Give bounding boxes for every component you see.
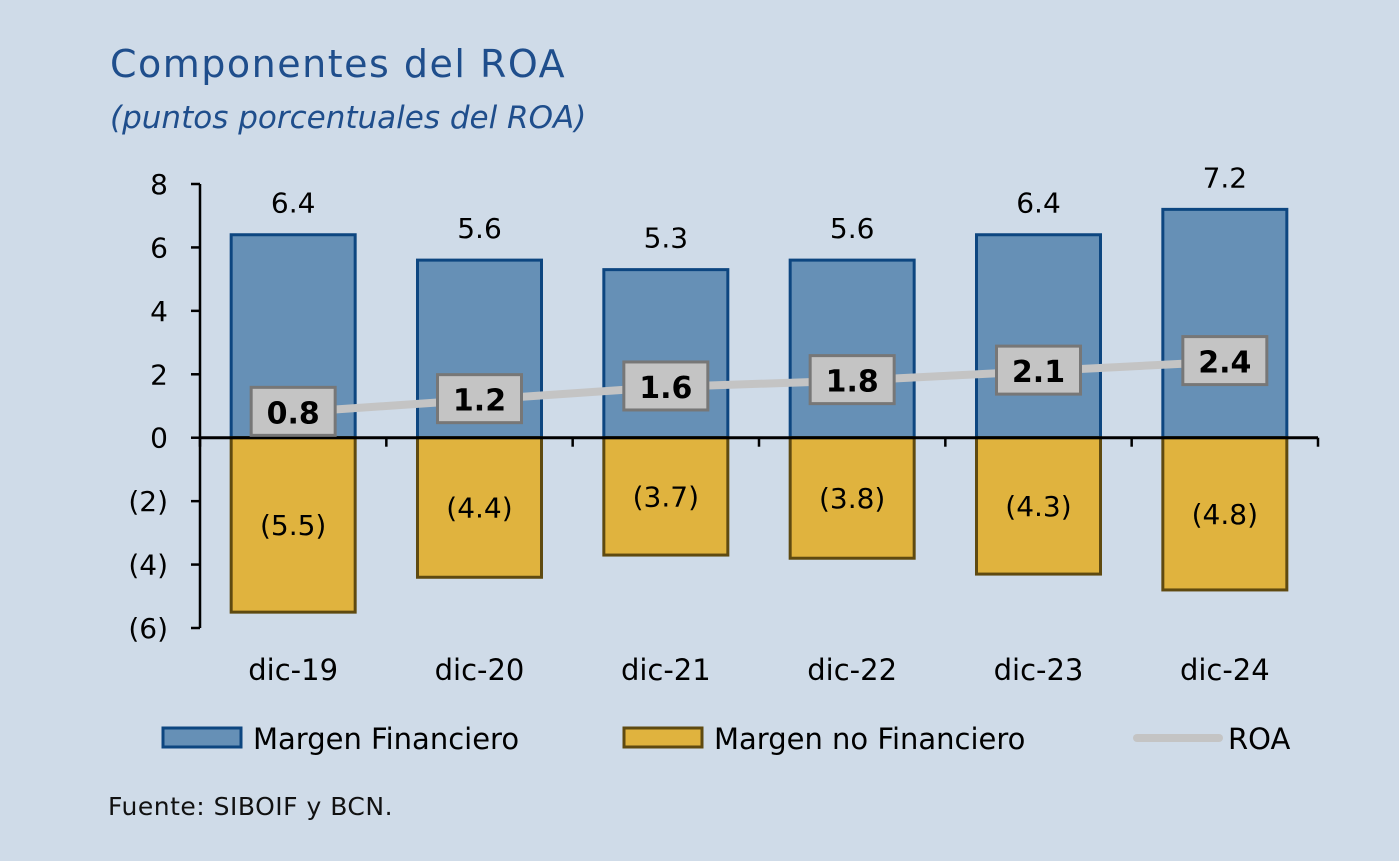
chart-title: Componentes del ROA — [110, 42, 567, 86]
bar-margen-financiero — [788, 258, 916, 440]
roa-label-box — [249, 385, 337, 437]
bar-margen-no-financiero — [1161, 436, 1289, 592]
y-tick-label: (4) — [128, 549, 168, 582]
y-tick-label: 8 — [150, 168, 168, 201]
legend: Margen Financiero Margen no Financiero ROA — [161, 722, 1290, 756]
x-tick-label: dic-20 — [435, 653, 525, 687]
bar-margen-financiero — [975, 233, 1102, 440]
label-margen-no-financiero: (4.8) — [1192, 498, 1258, 531]
roa-data-label: 0.8 — [267, 396, 320, 431]
chart-source: Fuente: SIBOIF y BCN. — [108, 792, 394, 821]
x-tick-label: dic-21 — [621, 653, 711, 687]
y-tick-label: 2 — [150, 358, 168, 391]
roa-label-box — [622, 360, 710, 412]
label-margen-no-financiero: (5.5) — [260, 509, 326, 542]
y-tick-label: (6) — [128, 612, 168, 645]
legend-label-roa: ROA — [1228, 722, 1290, 756]
roa-label-box — [1181, 335, 1269, 387]
bars-group — [229, 207, 1289, 614]
x-tick-label: dic-19 — [248, 653, 338, 687]
roa-data-label: 2.4 — [1198, 346, 1251, 381]
y-tick-label: (2) — [128, 485, 168, 518]
legend-swatch-margen-financiero — [161, 726, 243, 749]
bar-margen-no-financiero — [602, 436, 730, 557]
roa-label-box — [995, 344, 1082, 396]
roa-data-label: 1.6 — [639, 371, 692, 406]
axes-group: 8 6 4 2 0 (2) (4) (6) dic-19 dic-20 dic-21 dic-22 di… — [128, 168, 1320, 687]
bar-margen-no-financiero — [229, 436, 357, 614]
chart-subtitle: (puntos porcentuales del ROA) — [110, 100, 587, 136]
roa-data-label: 1.8 — [826, 365, 879, 400]
bar-margen-financiero — [602, 268, 730, 440]
label-margen-financiero: 5.3 — [644, 222, 689, 255]
roa-label-box — [808, 354, 896, 406]
x-tick-label: dic-23 — [994, 653, 1084, 687]
bar-margen-no-financiero — [975, 436, 1102, 576]
bar-margen-financiero — [1161, 207, 1289, 440]
y-tick-label: 4 — [150, 295, 168, 328]
label-margen-financiero: 6.4 — [1016, 187, 1061, 220]
x-tick-label: dic-22 — [807, 653, 897, 687]
label-margen-financiero: 5.6 — [830, 212, 875, 245]
y-tick-label: 6 — [150, 231, 168, 264]
y-tick-label: 0 — [150, 422, 168, 455]
label-margen-financiero: 5.6 — [457, 212, 502, 245]
legend-swatch-margen-no-financiero — [622, 726, 704, 749]
x-tick-label: dic-24 — [1180, 653, 1270, 687]
label-margen-financiero: 6.4 — [271, 187, 316, 220]
label-margen-no-financiero: (3.8) — [819, 482, 885, 515]
label-margen-financiero: 7.2 — [1203, 161, 1248, 194]
bar-labels-group: 6.4 5.6 5.3 5.6 6.4 7.2 (5.5) (4.4) (3.7) (3.8) (4… — [260, 161, 1258, 542]
roa-data-label: 1.2 — [453, 384, 506, 419]
roa-data-label: 2.1 — [1012, 355, 1065, 390]
roa-label-box — [436, 373, 523, 425]
roa-group: 0.8 1.2 1.6 1.8 2.1 2.4 — [249, 335, 1269, 437]
legend-label-margen-no-financiero: Margen no Financiero — [714, 722, 1025, 756]
label-margen-no-financiero: (3.7) — [633, 480, 699, 513]
label-margen-no-financiero: (4.3) — [1005, 490, 1071, 523]
bar-margen-no-financiero — [788, 436, 916, 560]
legend-label-margen-financiero: Margen Financiero — [253, 722, 519, 756]
label-margen-no-financiero: (4.4) — [446, 491, 512, 524]
